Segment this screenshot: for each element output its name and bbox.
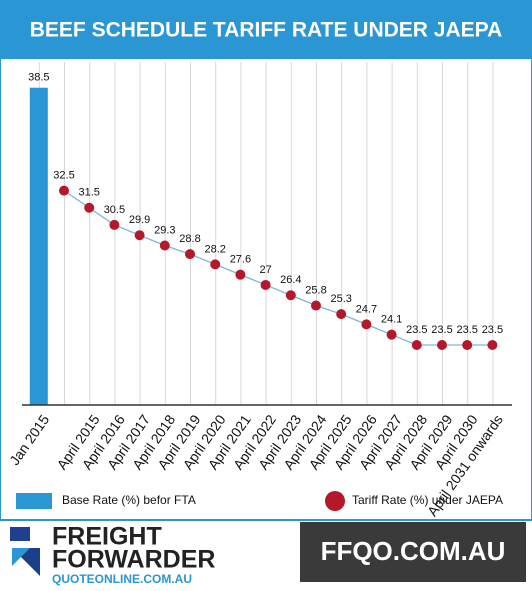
data-label: 27 (259, 264, 271, 276)
site-label: FFQO.COM.AU (321, 536, 506, 566)
point (336, 309, 347, 320)
data-label: 32.5 (53, 170, 74, 182)
data-label: 30.5 (104, 204, 125, 216)
bar (29, 87, 48, 405)
point (235, 269, 246, 280)
data-label: 25.3 (330, 293, 351, 305)
data-label: 26.4 (280, 274, 301, 286)
data-label: 23.5 (406, 324, 427, 336)
chart-title: BEEF SCHEDULE TARIFF RATE UNDER JAEPA (30, 19, 503, 42)
legend-label: Base Rate (%) befor FTA (62, 493, 196, 507)
site-box (300, 522, 526, 582)
point (109, 219, 120, 230)
point (210, 259, 221, 270)
chart-frame (0, 57, 532, 521)
data-label: 27.6 (230, 254, 251, 266)
legend-swatch (325, 491, 345, 511)
point (159, 240, 170, 251)
header-band (0, 0, 532, 58)
data-label: 29.3 (154, 224, 175, 236)
data-label: 28.8 (179, 233, 200, 245)
point (411, 339, 422, 350)
data-label: 24.1 (381, 314, 402, 326)
brand-line: FREIGHT (52, 523, 162, 551)
point (185, 249, 195, 260)
point (386, 329, 397, 340)
legend-label: Tariff Rate (%) under JAEPA (352, 493, 503, 507)
brand-url: QUOTEONLINE.COM.AU (52, 572, 192, 586)
data-label: 24.7 (356, 303, 377, 315)
brand-line: FORWARDER (52, 546, 215, 574)
data-label: 25.8 (305, 284, 326, 296)
data-label: 23.5 (482, 324, 503, 336)
point (285, 290, 296, 301)
data-label: 28.2 (204, 243, 225, 255)
point (487, 339, 498, 350)
data-label: 38.5 (28, 72, 49, 84)
point (134, 230, 145, 241)
point (462, 339, 473, 350)
data-label: 31.5 (78, 187, 99, 199)
data-label: 23.5 (431, 324, 452, 336)
point (59, 185, 69, 196)
point (84, 202, 95, 213)
point (437, 339, 447, 350)
data-label: 23.5 (456, 324, 477, 336)
logo-shape (12, 548, 30, 566)
legend-swatch (16, 493, 52, 509)
flag (10, 527, 30, 541)
point (311, 300, 321, 311)
data-label: 29.9 (129, 214, 150, 226)
point (361, 319, 372, 330)
point (260, 279, 271, 290)
